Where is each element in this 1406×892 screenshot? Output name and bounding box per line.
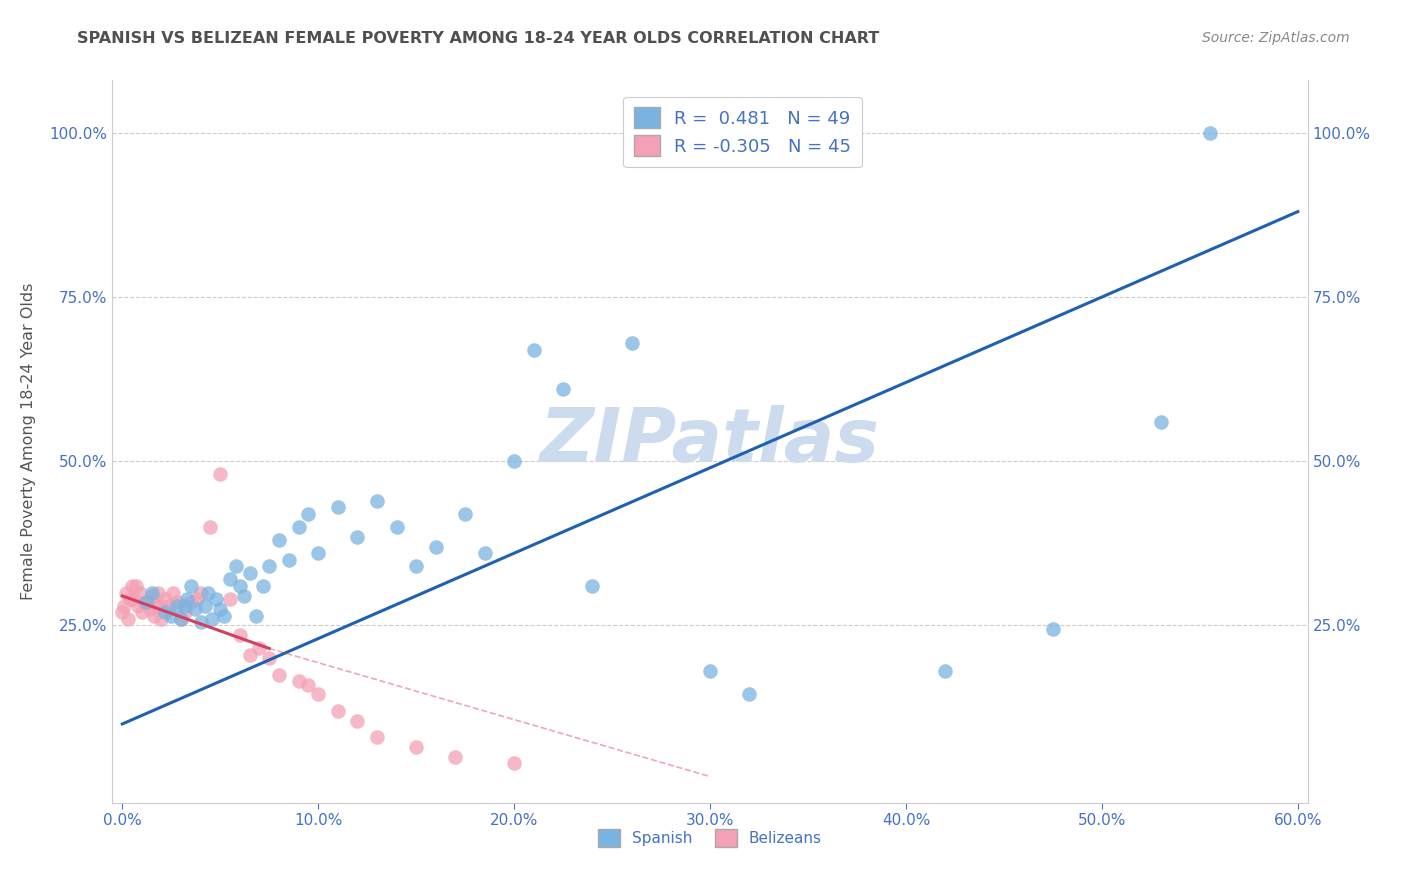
Point <box>287 520 309 534</box>
Point <box>551 382 574 396</box>
Point <box>581 579 603 593</box>
Point <box>205 592 228 607</box>
Point <box>425 540 447 554</box>
Point <box>444 749 467 764</box>
Text: Source: ZipAtlas.com: Source: ZipAtlas.com <box>1202 31 1350 45</box>
Point <box>138 602 160 616</box>
Point <box>267 533 290 547</box>
Point <box>1198 126 1220 140</box>
Point <box>176 592 198 607</box>
Text: ZIPatlas: ZIPatlas <box>540 405 880 478</box>
Point <box>366 493 388 508</box>
Point <box>225 559 247 574</box>
Point <box>184 602 207 616</box>
Point <box>117 612 139 626</box>
Text: SPANISH VS BELIZEAN FEMALE POVERTY AMONG 18-24 YEAR OLDS CORRELATION CHART: SPANISH VS BELIZEAN FEMALE POVERTY AMONG… <box>77 31 880 46</box>
Point <box>307 687 329 701</box>
Point <box>405 559 427 574</box>
Point <box>212 608 235 623</box>
Point <box>209 602 232 616</box>
Point <box>934 665 956 679</box>
Point <box>297 507 319 521</box>
Legend: Spanish, Belizeans: Spanish, Belizeans <box>592 823 828 853</box>
Point <box>249 641 271 656</box>
Point <box>245 608 267 623</box>
Point <box>326 704 349 718</box>
Point <box>150 612 173 626</box>
Point <box>155 605 177 619</box>
Point <box>141 589 163 603</box>
Point <box>145 599 167 613</box>
Point <box>503 454 526 468</box>
Point <box>699 665 721 679</box>
Point <box>170 612 193 626</box>
Point <box>174 599 197 613</box>
Point <box>127 599 149 613</box>
Point <box>135 595 157 609</box>
Point <box>346 714 368 728</box>
Point <box>190 585 212 599</box>
Point <box>257 559 280 574</box>
Point <box>125 579 148 593</box>
Point <box>201 612 224 626</box>
Point <box>326 500 349 515</box>
Point <box>148 599 170 613</box>
Point <box>121 579 143 593</box>
Point <box>111 605 134 619</box>
Point <box>160 608 183 623</box>
Point <box>197 585 219 599</box>
Point <box>307 546 329 560</box>
Point <box>385 520 408 534</box>
Point <box>166 599 188 613</box>
Point <box>239 648 262 662</box>
Point <box>180 579 202 593</box>
Point <box>157 599 180 613</box>
Point <box>180 595 202 609</box>
Point <box>1042 622 1064 636</box>
Point <box>297 677 319 691</box>
Point <box>129 585 152 599</box>
Point <box>474 546 496 560</box>
Point <box>131 605 153 619</box>
Y-axis label: Female Poverty Among 18-24 Year Olds: Female Poverty Among 18-24 Year Olds <box>21 283 35 600</box>
Point <box>162 585 184 599</box>
Point <box>454 507 477 521</box>
Point <box>232 589 254 603</box>
Point <box>523 343 546 357</box>
Point <box>503 756 526 771</box>
Point <box>135 595 157 609</box>
Point <box>219 573 242 587</box>
Point <box>209 467 232 482</box>
Point <box>219 592 242 607</box>
Point <box>120 592 142 607</box>
Point <box>142 608 165 623</box>
Point <box>738 687 761 701</box>
Point <box>122 592 145 607</box>
Point <box>190 615 212 630</box>
Point <box>174 605 197 619</box>
Point <box>115 585 138 599</box>
Point <box>277 553 299 567</box>
Point <box>257 651 280 665</box>
Point <box>267 667 290 681</box>
Point <box>141 585 163 599</box>
Point <box>620 336 643 351</box>
Point <box>229 579 252 593</box>
Point <box>287 674 309 689</box>
Point <box>405 739 427 754</box>
Point <box>166 595 188 609</box>
Point <box>252 579 274 593</box>
Point <box>366 730 388 744</box>
Point <box>146 585 169 599</box>
Point <box>193 599 215 613</box>
Point <box>239 566 262 580</box>
Point <box>170 612 193 626</box>
Point <box>112 599 135 613</box>
Point <box>346 530 368 544</box>
Point <box>200 520 222 534</box>
Point <box>155 592 177 607</box>
Point <box>229 628 252 642</box>
Point <box>186 592 208 607</box>
Point <box>1149 415 1171 429</box>
